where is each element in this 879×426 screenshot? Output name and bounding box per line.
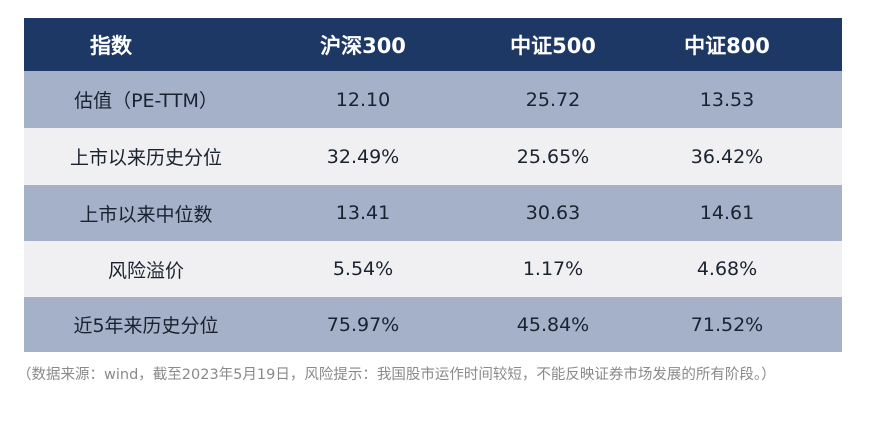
table-row: 风险溢价 5.54% 1.17% 4.68% xyxy=(24,241,842,297)
header-zz800: 中证800 xyxy=(684,33,770,58)
value-zz800: 36.42% xyxy=(690,145,764,168)
table-row: 上市以来历史分位 32.49% 25.65% 36.42% xyxy=(24,128,842,185)
table-row: 近5年来历史分位 75.97% 45.84% 71.52% xyxy=(24,297,842,352)
value-hs300: 12.10 xyxy=(335,88,391,111)
value-hs300: 75.97% xyxy=(326,313,400,336)
value-zz800: 14.61 xyxy=(699,202,755,224)
table-row: 估值（PE-TTM） 12.10 25.72 13.53 xyxy=(24,71,842,128)
table-row: 上市以来中位数 13.41 30.63 14.61 xyxy=(24,185,842,241)
row-label: 估值（PE-TTM） xyxy=(74,90,218,112)
row-label: 上市以来中位数 xyxy=(79,203,213,226)
value-zz500: 25.65% xyxy=(516,145,590,168)
value-zz500: 30.63 xyxy=(525,202,581,224)
value-hs300: 13.41 xyxy=(335,202,391,224)
value-zz800: 13.53 xyxy=(699,88,755,111)
value-hs300: 5.54% xyxy=(332,258,394,280)
header-hs300: 沪深300 xyxy=(320,33,406,58)
table-header: 指数 沪深300 中证500 中证800 xyxy=(24,18,842,71)
row-label: 风险溢价 xyxy=(107,259,184,282)
value-hs300: 32.49% xyxy=(326,145,400,168)
value-zz500: 45.84% xyxy=(516,313,590,336)
value-zz800: 71.52% xyxy=(690,313,764,336)
header-index: 指数 xyxy=(90,33,132,58)
row-label: 上市以来历史分位 xyxy=(69,147,222,169)
source-note: （数据来源：wind，截至2023年5月19日，风险提示：我国股市运作时间较短，… xyxy=(17,367,776,383)
row-label: 近5年来历史分位 xyxy=(73,315,219,337)
header-zz500: 中证500 xyxy=(510,33,596,58)
value-zz500: 25.72 xyxy=(525,88,581,111)
value-zz800: 4.68% xyxy=(696,258,758,280)
value-zz500: 1.17% xyxy=(522,258,584,280)
